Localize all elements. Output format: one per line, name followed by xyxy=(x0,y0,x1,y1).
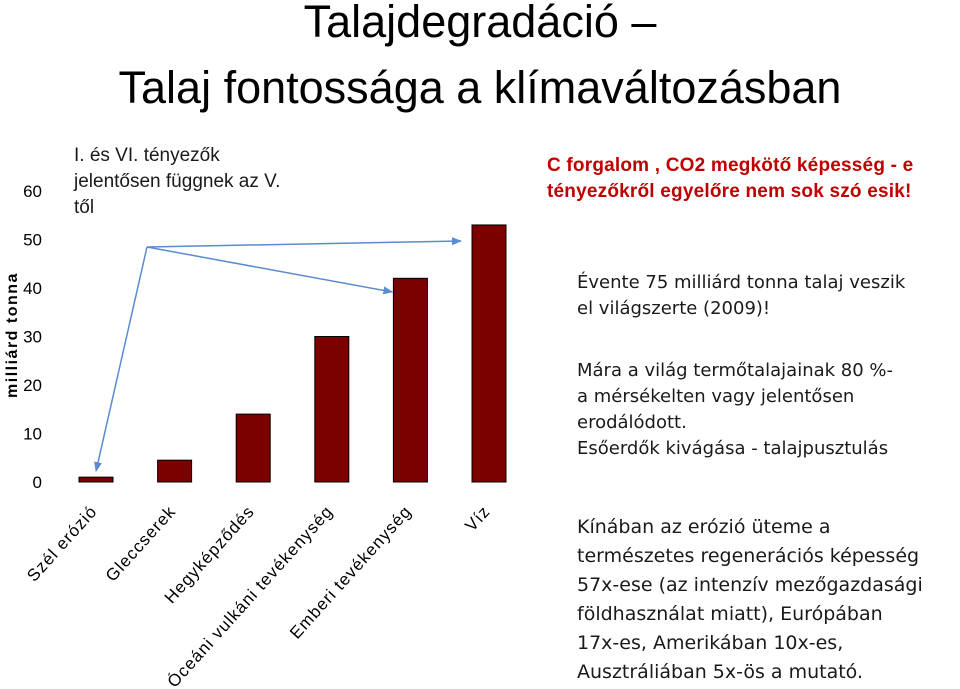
y-tick-label: 30 xyxy=(23,328,42,347)
y-tick-label: 0 xyxy=(33,473,42,492)
paragraph-line: földhasználat miatt), Európában xyxy=(577,603,883,625)
y-axis-label: milliárd tonna xyxy=(4,272,21,398)
bars xyxy=(78,224,507,483)
title-line-1: Talajdegradáció – xyxy=(303,0,657,47)
bar xyxy=(78,476,114,483)
paragraph-annual-loss: Évente 75 milliárd tonna talaj veszik el… xyxy=(577,270,905,322)
paragraph-line: 57x-ese (az intenzív mezőgazdasági xyxy=(577,574,923,596)
arrow xyxy=(146,237,462,248)
y-tick-label: 40 xyxy=(23,279,42,298)
x-tick-labels: Szél erózió GleccserekHegyképződésÓceáni … xyxy=(23,502,494,689)
arrow xyxy=(94,246,148,473)
chart-note: I. és VI. tényezők jelentősen függnek az… xyxy=(74,143,280,221)
y-tick-label: 10 xyxy=(23,425,42,444)
y-tick-label: 20 xyxy=(23,376,42,395)
x-tick-label: Gleccserek xyxy=(102,502,180,585)
paragraph-line: 17x-es, Amerikában 10x-es, xyxy=(577,632,844,654)
x-tick-label: Víz xyxy=(461,502,494,535)
chart-note-line: től xyxy=(74,197,95,218)
arrows xyxy=(94,237,462,473)
paragraph-line: a mérsékelten vagy jelentősen xyxy=(577,386,855,407)
chart-note-line: I. és VI. tényezők xyxy=(74,145,220,166)
carbon-note-line: tényezőkről egyelőre nem sok szó esik! xyxy=(547,181,912,202)
carbon-note-line: C forgalom , CO2 megkötő képesség - e xyxy=(547,155,914,176)
arrow xyxy=(146,246,394,295)
paragraph-line: Ausztráliában 5x-ös a mutató. xyxy=(577,661,864,683)
paragraph-line: Mára a világ termőtalajainak 80 %- xyxy=(577,360,894,381)
carbon-note: C forgalom , CO2 megkötő képesség - e té… xyxy=(547,153,913,205)
paragraph-regional-rates: Kínában az erózió üteme a természetes re… xyxy=(577,513,923,687)
paragraph-line: Kínában az erózió üteme a xyxy=(577,516,831,538)
paragraph-line: Évente 75 milliárd tonna talaj veszik xyxy=(577,272,906,293)
bar xyxy=(392,277,428,483)
y-tick-label: 50 xyxy=(23,231,42,250)
x-tick-label: Óceáni vulkáni tevékenység xyxy=(164,502,337,689)
paragraph-line: el világszerte (2009)! xyxy=(577,298,771,319)
paragraph-erosion-share: Mára a világ termőtalajainak 80 %- a mér… xyxy=(577,358,893,462)
bar xyxy=(235,413,271,483)
y-tick-labels: 0 10 20 30 40 50 60 xyxy=(23,182,42,492)
bar xyxy=(314,336,350,483)
bar xyxy=(471,224,507,483)
paragraph-line: természetes regenerációs képesség xyxy=(577,545,920,567)
bar xyxy=(157,459,193,483)
paragraph-line: erodálódott. xyxy=(577,412,687,433)
paragraph-line: Esőerdők kivágása - talajpusztulás xyxy=(577,438,889,459)
chart-note-line: jelentősen függnek az V. xyxy=(74,171,281,192)
x-tick-label: Szél erózió xyxy=(23,502,101,585)
y-tick-label: 60 xyxy=(23,182,42,201)
title-line-2: Talaj fontossága a klímaváltozásban xyxy=(118,62,842,113)
